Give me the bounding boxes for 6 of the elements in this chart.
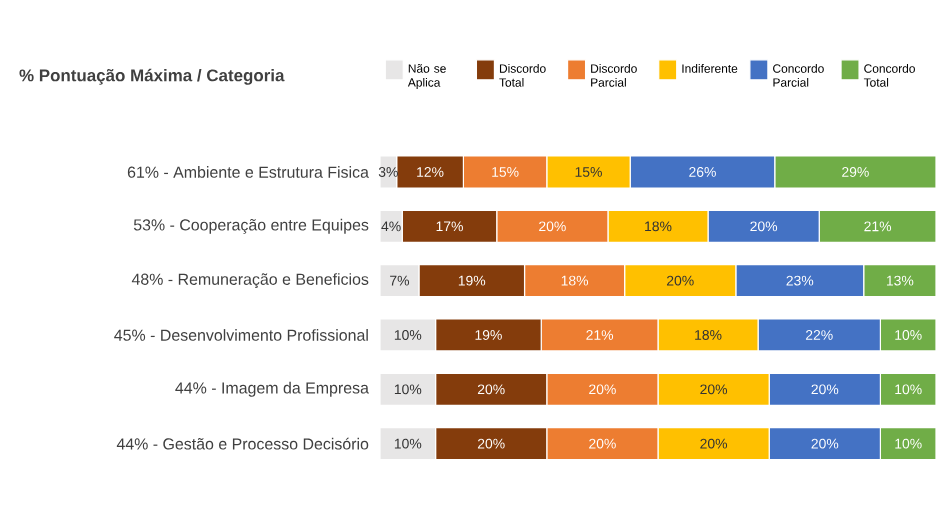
bar	[879, 372, 936, 407]
bar	[879, 427, 936, 461]
text: % Pontuação Máxima / Categoria	[19, 68, 285, 85]
bar	[818, 209, 936, 244]
bar	[863, 264, 936, 298]
bar	[774, 155, 936, 189]
